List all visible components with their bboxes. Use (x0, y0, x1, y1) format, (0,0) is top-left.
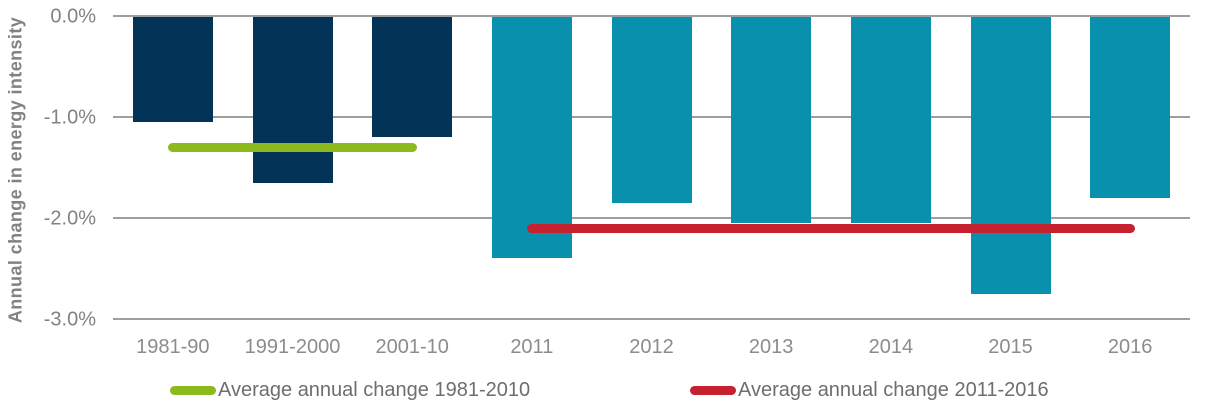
avg-line-2011-2016 (526, 223, 1136, 233)
green-line-swatch-icon (170, 385, 216, 395)
red-line-swatch-icon (690, 385, 736, 395)
bar-2012 (611, 17, 692, 203)
plot-area (113, 15, 1190, 320)
y-axis-title: Annual change in energy intensity (5, 16, 26, 324)
legend-item-1981-2010: Average annual change 1981-2010 (170, 377, 530, 403)
bar-1981-90 (132, 17, 213, 123)
avg-line-1981-2010 (167, 142, 418, 152)
x-tick-label: 2012 (629, 336, 674, 358)
bar-2011 (491, 17, 572, 259)
bar-2015 (970, 17, 1051, 294)
x-tick-label: 2016 (1107, 336, 1153, 358)
bar-1991-2000 (252, 17, 333, 183)
gridline (113, 15, 1190, 17)
x-tick-label: 2013 (748, 336, 794, 358)
legend-label: Average annual change 2011-2016 (738, 378, 1049, 401)
y-tick-label: 0.0% (50, 5, 96, 28)
bar-2016 (1090, 17, 1171, 198)
gridline (113, 318, 1190, 320)
x-tick-label: 2001-10 (375, 336, 449, 358)
y-tick-label: -1.0% (43, 106, 96, 129)
y-tick-label: -2.0% (43, 207, 96, 230)
x-tick-label: 2014 (868, 336, 914, 358)
bar-2013 (731, 17, 812, 224)
y-tick-label: -3.0% (43, 308, 96, 331)
bar-2014 (850, 17, 931, 224)
x-tick-label: 2015 (988, 336, 1033, 358)
x-tick-label: 1981-90 (136, 336, 210, 358)
x-tick-label: 2011 (510, 336, 554, 358)
bar-2001-10 (372, 17, 453, 138)
gridline (113, 217, 1190, 219)
legend-item-2011-2016: Average annual change 2011-2016 (690, 377, 1049, 403)
x-tick-label: 1991-2000 (244, 336, 341, 358)
legend-label: Average annual change 1981-2010 (218, 378, 531, 401)
